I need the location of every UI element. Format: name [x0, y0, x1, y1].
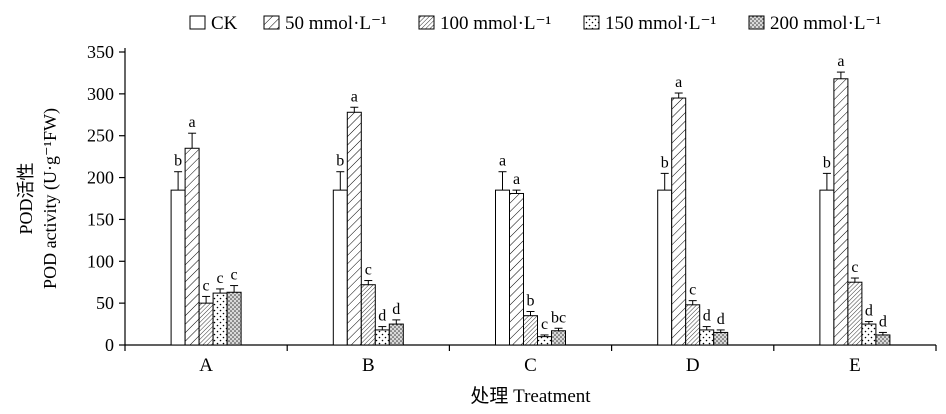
- y-axis-title-line1: POD活性: [16, 162, 36, 234]
- legend-label: 100 mmol·L⁻¹: [440, 13, 552, 34]
- significance-letter: a: [837, 53, 844, 70]
- significance-letter: c: [541, 316, 548, 333]
- significance-letter: a: [351, 88, 358, 105]
- bar: [699, 329, 715, 346]
- legend-label: 200 mmol·L⁻¹: [770, 13, 882, 34]
- bar: [184, 147, 200, 346]
- bar: [198, 302, 214, 346]
- significance-letter: bc: [551, 309, 566, 326]
- x-category-label: B: [362, 355, 375, 376]
- legend-label: CK: [211, 13, 238, 34]
- x-category-label: A: [199, 355, 213, 376]
- bar: [360, 284, 376, 346]
- y-tick-label: 300: [87, 84, 114, 104]
- significance-letter: a: [189, 114, 196, 131]
- legend-item: CK: [189, 13, 238, 34]
- bar: [713, 331, 729, 346]
- bar: [685, 304, 701, 346]
- bar: [833, 78, 849, 346]
- x-category-label: E: [849, 355, 861, 376]
- x-category-label: C: [524, 355, 537, 376]
- significance-letter: b: [527, 293, 535, 310]
- legend-swatch-3: [418, 15, 435, 30]
- bar: [847, 281, 863, 346]
- significance-letter: d: [392, 301, 400, 318]
- bar: [861, 323, 877, 346]
- bar: [671, 97, 687, 346]
- legend-item: 100 mmol·L⁻¹: [418, 13, 552, 34]
- chart-axes: 0 50 100 150 200 250 300 350: [87, 42, 937, 355]
- significance-letter: d: [717, 311, 725, 328]
- significance-letter: c: [365, 262, 372, 279]
- bar: [170, 189, 186, 346]
- significance-letter: c: [689, 282, 696, 299]
- bar: [537, 336, 552, 346]
- bar: [374, 329, 390, 346]
- bar: [657, 189, 673, 346]
- significance-letter: b: [174, 153, 182, 170]
- significance-letter: a: [513, 171, 520, 188]
- significance-letter: d: [703, 308, 711, 325]
- y-tick-label: 100: [87, 251, 114, 271]
- significance-letter: d: [879, 313, 887, 330]
- significance-letter: c: [231, 267, 238, 284]
- y-tick-label: 0: [105, 335, 114, 355]
- bar: [551, 330, 566, 346]
- bar: [875, 334, 891, 346]
- legend-swatch-2: [263, 15, 280, 30]
- x-category-label: D: [686, 355, 700, 376]
- significance-letter: c: [203, 277, 210, 294]
- bar: [523, 315, 538, 346]
- bar: [346, 111, 362, 346]
- significance-letter: b: [823, 154, 831, 171]
- significance-letter: a: [499, 153, 506, 170]
- legend-item: 150 mmol·L⁻¹: [583, 13, 717, 34]
- legend-swatch-5: [748, 15, 765, 30]
- bar: [226, 291, 242, 346]
- significance-letter: a: [675, 74, 682, 91]
- x-axis-title: 处理 Treatment: [470, 385, 591, 407]
- significance-letter: b: [336, 153, 344, 170]
- y-tick-label: 150: [87, 209, 114, 229]
- y-tick-label: 200: [87, 168, 114, 188]
- y-axis-title-line2: POD activity (U·g⁻¹FW): [40, 108, 61, 289]
- legend-item: 200 mmol·L⁻¹: [748, 13, 882, 34]
- chart-labels: A B C D E 处理 Treatment POD活性 POD activity (U·g⁻…: [16, 108, 861, 407]
- y-tick-label: 250: [87, 126, 114, 146]
- bar: [495, 189, 510, 346]
- legend-item: 50 mmol·L⁻¹: [263, 13, 387, 34]
- legend-swatch-1: [189, 15, 206, 30]
- bar: [819, 189, 835, 346]
- significance-letter: c: [851, 259, 858, 276]
- significance-letter: b: [661, 154, 669, 171]
- y-tick-label: 50: [96, 293, 114, 313]
- bar: [332, 189, 348, 346]
- significance-letter: c: [217, 270, 224, 287]
- legend-swatch-4: [583, 15, 600, 30]
- legend-label: 50 mmol·L⁻¹: [285, 13, 387, 34]
- y-tick-label: 350: [87, 42, 114, 62]
- bar: [212, 292, 228, 346]
- significance-letter: d: [378, 308, 386, 325]
- bar: [388, 323, 404, 346]
- bar: [509, 192, 524, 346]
- chart-legend: CK 50 mmol·L⁻¹ 100 mmol·L⁻¹ 150 mmol·L⁻¹ 200…: [189, 13, 882, 34]
- legend-label: 150 mmol·L⁻¹: [605, 13, 717, 34]
- significance-letter: d: [865, 303, 873, 320]
